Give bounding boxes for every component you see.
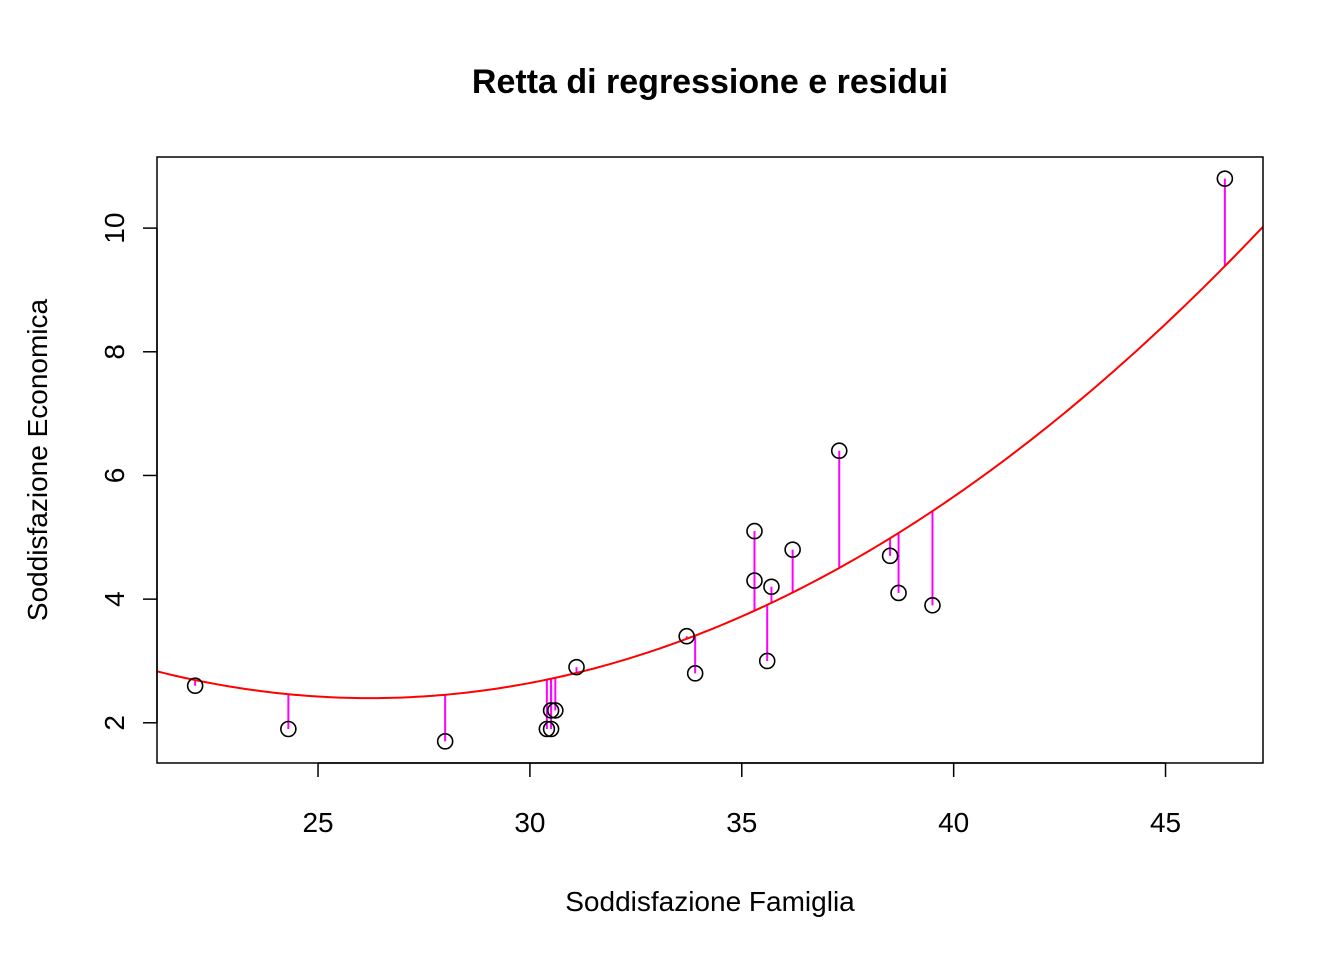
residual-lines <box>194 178 1226 742</box>
data-point <box>186 677 204 695</box>
data-point <box>830 442 848 460</box>
data-point <box>763 578 780 596</box>
data-point <box>538 720 556 738</box>
data-point <box>890 584 907 602</box>
y-tick-label: 10 <box>99 213 130 244</box>
x-tick-label: 30 <box>514 807 545 838</box>
data-point <box>280 720 297 738</box>
x-tick-label: 40 <box>938 807 969 838</box>
y-tick-label: 2 <box>99 715 130 731</box>
chart-title: Retta di regressione e residui <box>472 63 948 101</box>
data-point <box>678 627 695 645</box>
data-point <box>542 720 560 738</box>
data-point <box>1216 170 1234 187</box>
x-axis: 25 30 35 40 45 <box>302 762 1181 838</box>
regression-curve-layer <box>157 226 1263 700</box>
data-point <box>746 572 763 589</box>
data-point <box>881 547 899 565</box>
x-axis-label: Soddisfazione Famiglia <box>565 886 855 917</box>
y-tick-label: 8 <box>99 344 130 360</box>
data-point <box>542 702 560 719</box>
data-point <box>758 652 776 670</box>
data-point <box>568 658 585 676</box>
x-tick-label: 45 <box>1150 807 1181 838</box>
data-points <box>186 170 1234 750</box>
data-point <box>746 522 763 540</box>
y-axis-label: Soddisfazione Economica <box>22 298 53 621</box>
data-point <box>547 702 564 719</box>
y-tick-label: 4 <box>99 591 130 607</box>
data-point <box>436 733 454 750</box>
x-tick-label: 35 <box>726 807 757 838</box>
x-tick-label: 25 <box>302 807 333 838</box>
data-point <box>784 541 801 558</box>
regression-curve <box>157 226 1263 700</box>
data-point <box>686 665 704 682</box>
plot-frame <box>156 156 1264 764</box>
y-axis: 2 4 6 8 10 <box>99 213 158 731</box>
y-tick-label: 6 <box>99 468 130 484</box>
data-point <box>924 597 941 614</box>
